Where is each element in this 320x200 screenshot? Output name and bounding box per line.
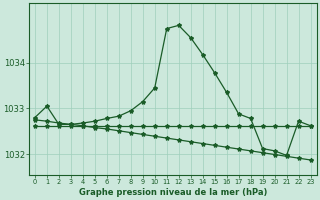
X-axis label: Graphe pression niveau de la mer (hPa): Graphe pression niveau de la mer (hPa): [78, 188, 267, 197]
